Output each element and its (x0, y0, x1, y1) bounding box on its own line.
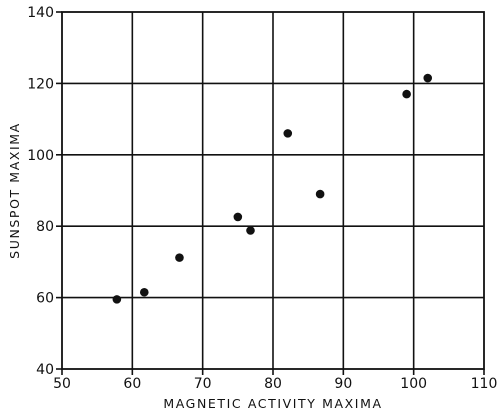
y-tick-label: 80 (36, 219, 54, 235)
data-point (315, 189, 325, 199)
data-point (112, 295, 122, 304)
x-tick-labels: 50 60 70 80 90 100 110 (53, 376, 497, 392)
y-tick-labels: 40 60 80 100 120 140 (27, 5, 54, 378)
y-tick-label: 100 (27, 148, 54, 164)
x-tick-label: 70 (194, 376, 212, 392)
x-axis-title: MAGNETIC ACTIVITY MAXIMA (163, 396, 382, 411)
axis-ticks (56, 11, 485, 375)
y-tick-label: 120 (27, 76, 54, 92)
data-point (233, 212, 243, 222)
data-point (283, 129, 293, 138)
plot-frame (61, 11, 485, 370)
data-point (139, 287, 149, 297)
y-tick-label: 140 (27, 5, 54, 21)
x-tick-label: 90 (334, 376, 352, 392)
y-axis-title: SUNSPOT MAXIMA (7, 122, 22, 259)
data-point (175, 253, 184, 262)
x-tick-label: 100 (400, 376, 427, 392)
x-tick-label: 80 (264, 376, 282, 392)
data-point (423, 73, 433, 83)
data-points (112, 73, 433, 304)
x-tick-label: 60 (123, 376, 141, 392)
data-point (402, 89, 411, 99)
y-tick-label: 40 (36, 362, 54, 378)
grid (62, 12, 484, 369)
data-point (246, 226, 255, 235)
y-tick-label: 60 (36, 291, 54, 307)
x-tick-label: 110 (471, 376, 498, 392)
x-tick-label: 50 (53, 376, 71, 392)
